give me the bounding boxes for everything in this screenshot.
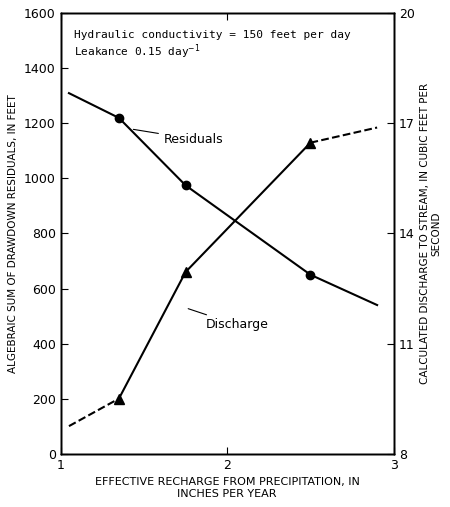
- Y-axis label: CALCULATED DISCHARGE TO STREAM, IN CUBIC FEET PER
SECOND: CALCULATED DISCHARGE TO STREAM, IN CUBIC…: [420, 83, 441, 384]
- Text: Hydraulic conductivity = 150 feet per day
Leakance 0.15 day$^{-1}$: Hydraulic conductivity = 150 feet per da…: [74, 30, 351, 61]
- Text: Discharge: Discharge: [188, 309, 268, 332]
- Y-axis label: ALGEBRAIC SUM OF DRAWDOWN RESIDUALS, IN FEET: ALGEBRAIC SUM OF DRAWDOWN RESIDUALS, IN …: [9, 94, 18, 373]
- X-axis label: EFFECTIVE RECHARGE FROM PRECIPITATION, IN
INCHES PER YEAR: EFFECTIVE RECHARGE FROM PRECIPITATION, I…: [95, 477, 360, 499]
- Text: Residuals: Residuals: [133, 129, 224, 146]
